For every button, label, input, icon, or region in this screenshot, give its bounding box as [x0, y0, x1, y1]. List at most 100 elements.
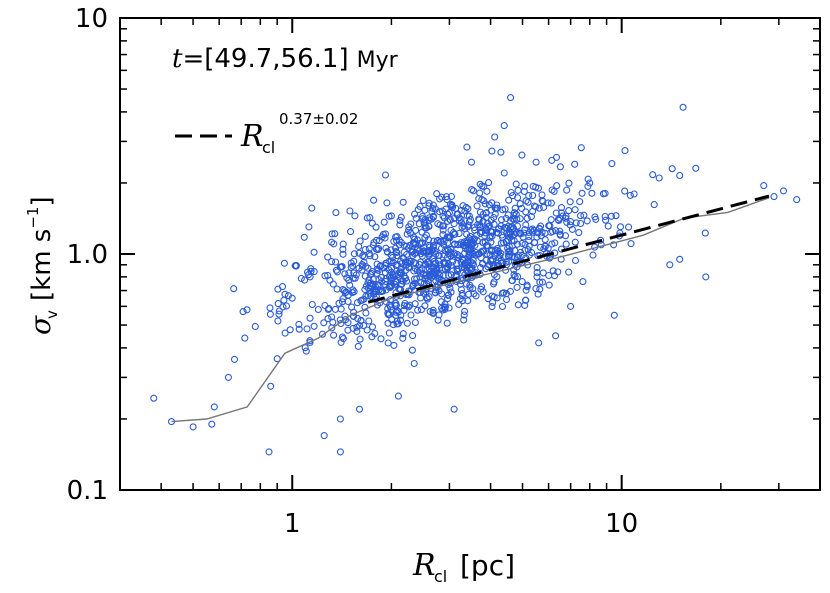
data-point: [493, 273, 501, 281]
scatter-points: [150, 94, 801, 456]
data-point: [562, 212, 570, 220]
data-point: [488, 228, 496, 236]
data-point: [549, 267, 557, 275]
data-point: [601, 212, 609, 221]
data-point: [510, 209, 518, 217]
data-point: [484, 295, 492, 303]
data-point: [592, 215, 600, 223]
data-point: [468, 186, 476, 194]
data-point: [541, 229, 549, 237]
data-point: [486, 234, 494, 242]
data-point: [506, 228, 514, 236]
data-point: [397, 238, 405, 247]
data-point: [482, 224, 490, 232]
data-point: [330, 240, 338, 248]
data-point: [353, 299, 362, 307]
data-point: [416, 258, 425, 266]
data-point: [425, 293, 433, 301]
data-point: [339, 250, 347, 258]
data-point: [436, 238, 444, 246]
data-point: [385, 212, 393, 220]
data-point: [530, 226, 538, 235]
data-point: [438, 207, 447, 215]
data-point: [345, 276, 353, 284]
data-point: [366, 214, 374, 222]
data-point: [403, 250, 411, 259]
data-point: [491, 133, 499, 141]
data-point: [522, 286, 530, 294]
data-point: [357, 316, 365, 324]
data-point: [576, 212, 585, 220]
data-point: [337, 338, 345, 346]
data-point: [612, 212, 620, 220]
data-point: [453, 265, 461, 273]
data-point: [545, 281, 553, 289]
data-point: [429, 246, 437, 254]
data-point: [625, 223, 633, 231]
data-point: [507, 188, 515, 197]
data-point: [463, 143, 471, 151]
data-point: [502, 295, 511, 304]
data-point: [418, 239, 427, 247]
data-point: [335, 299, 343, 307]
data-point: [505, 257, 513, 266]
data-point: [416, 239, 424, 247]
data-point: [279, 303, 287, 311]
data-point: [518, 239, 526, 247]
data-point: [490, 293, 498, 301]
data-point: [425, 258, 433, 266]
data-point: [536, 243, 544, 251]
data-point: [485, 179, 493, 187]
data-point: [266, 304, 274, 312]
data-point: [480, 197, 488, 205]
data-point: [377, 335, 385, 343]
data-point: [318, 330, 327, 338]
data-point: [522, 208, 530, 216]
data-point: [608, 160, 616, 168]
data-point: [513, 222, 522, 230]
data-point: [523, 283, 531, 291]
data-point: [339, 240, 347, 248]
data-point: [535, 204, 543, 212]
data-point: [368, 323, 377, 331]
data-point: [511, 204, 519, 212]
data-point: [421, 216, 429, 224]
data-point: [393, 252, 401, 260]
data-point: [552, 332, 560, 340]
data-point: [467, 158, 476, 166]
data-point: [583, 217, 591, 225]
data-point: [579, 278, 587, 286]
data-point: [536, 285, 544, 293]
data-point: [381, 171, 390, 179]
data-point: [434, 316, 442, 324]
data-point: [383, 199, 391, 207]
data-point: [563, 186, 571, 194]
data-point: [400, 306, 408, 314]
data-point: [520, 229, 528, 237]
data-point: [396, 316, 405, 324]
data-point: [371, 329, 379, 338]
data-point: [303, 325, 311, 333]
data-point: [368, 219, 376, 227]
data-point: [321, 272, 329, 280]
data-point: [350, 269, 358, 277]
data-point: [308, 204, 316, 212]
data-point: [565, 268, 573, 276]
data-point: [380, 218, 388, 226]
data-point: [410, 359, 418, 368]
data-point: [378, 278, 386, 286]
data-point: [547, 216, 555, 224]
data-point: [454, 210, 462, 218]
data-point: [449, 258, 457, 266]
data-point: [344, 319, 352, 327]
data-point: [371, 253, 379, 261]
data-point: [466, 232, 474, 240]
data-point: [511, 273, 519, 281]
data-point: [532, 203, 540, 211]
data-point: [580, 211, 588, 219]
data-point: [439, 226, 447, 234]
data-point: [397, 269, 406, 277]
data-point: [491, 204, 499, 212]
data-point: [571, 256, 580, 265]
